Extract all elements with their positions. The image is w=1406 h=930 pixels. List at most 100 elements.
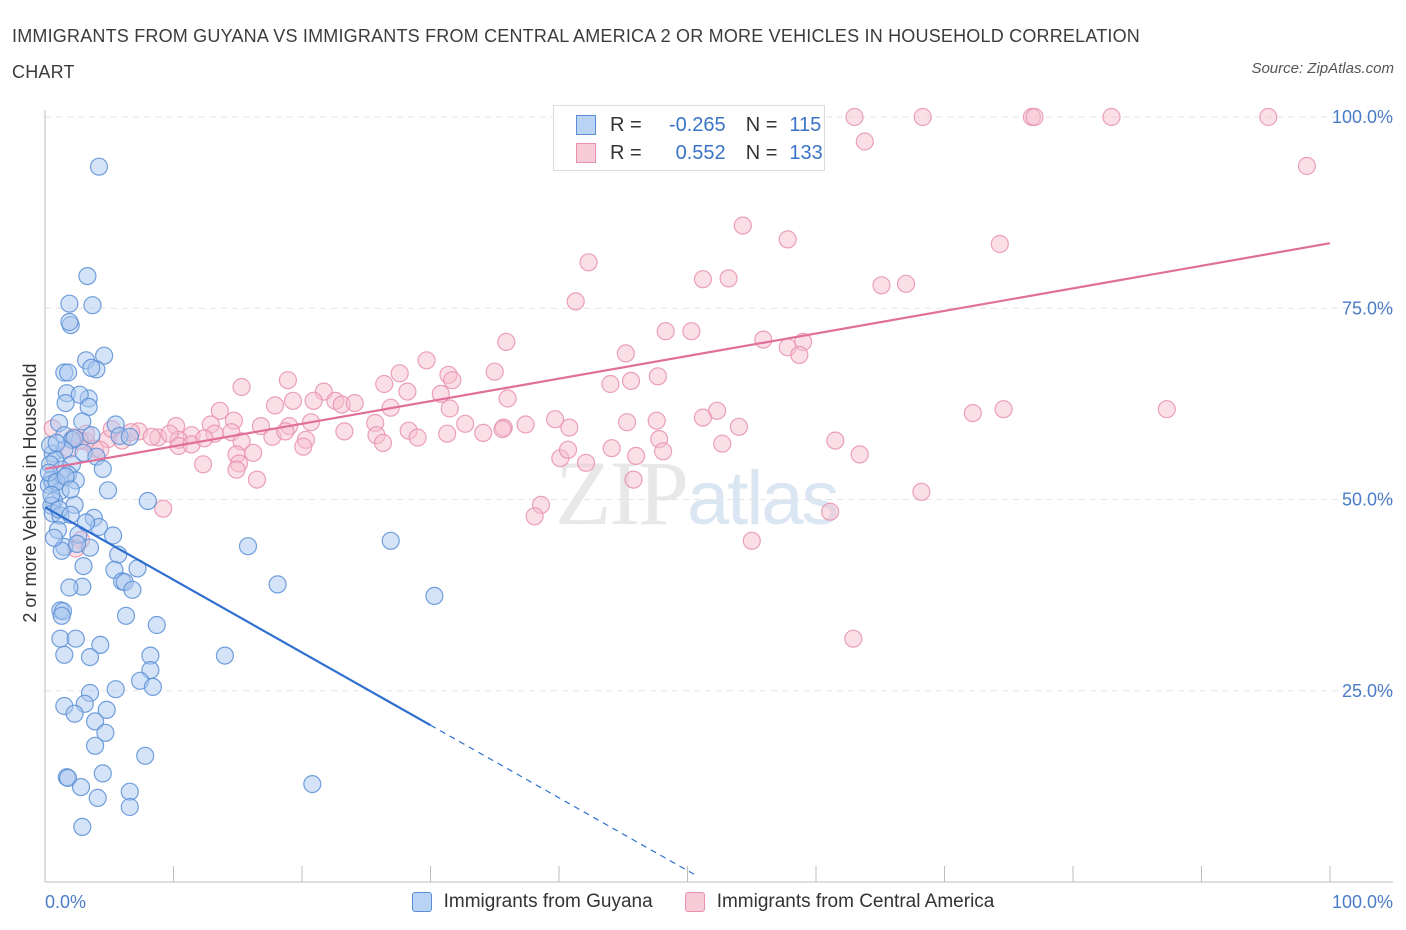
data-point-central-america — [1102, 107, 1121, 127]
legend-r-value: 0.552 — [675, 141, 726, 164]
data-point-guyana — [120, 782, 139, 801]
data-point-central-america — [438, 424, 457, 443]
data-point-guyana — [103, 526, 123, 545]
data-point-guyana — [147, 615, 166, 635]
data-point-central-america — [498, 389, 517, 408]
data-point-guyana — [91, 635, 110, 655]
data-point-central-america — [778, 230, 797, 249]
data-point-guyana — [85, 736, 105, 755]
series-guyana — [39, 157, 444, 837]
legend-swatch-central-america — [576, 143, 596, 163]
data-point-central-america — [1025, 107, 1044, 127]
watermark-atlas: atlas — [687, 456, 840, 541]
data-point-guyana — [120, 427, 139, 446]
data-point-central-america — [227, 460, 246, 479]
data-point-guyana — [83, 296, 102, 315]
data-point-guyana — [116, 606, 136, 625]
legend-n-value: 115 — [789, 113, 822, 136]
data-point-central-america — [733, 216, 752, 235]
data-point-central-america — [579, 253, 598, 272]
data-point-central-america — [850, 445, 869, 464]
legend-n-value: 133 — [789, 141, 823, 164]
data-point-guyana — [238, 537, 258, 556]
data-point-guyana — [268, 575, 287, 594]
data-point-central-america — [790, 345, 809, 364]
data-point-central-america — [872, 276, 891, 295]
data-point-central-america — [525, 507, 544, 526]
data-point-central-america — [1297, 156, 1317, 176]
data-point-central-america — [576, 453, 596, 472]
data-point-central-america — [244, 443, 263, 462]
grid-lines — [45, 116, 1393, 692]
data-point-guyana — [74, 556, 93, 576]
y-tick-label: 100.0% — [1332, 107, 1393, 127]
legend-label-central-america: Immigrants from Central America — [716, 891, 995, 912]
data-point-central-america — [656, 322, 675, 341]
data-point-central-america — [963, 404, 982, 423]
legend-n-label: N = — [745, 141, 778, 164]
legend-label-guyana: Immigrants from Guyana — [443, 891, 653, 912]
correlation-legend: R = -0.265 N = 115 R = 0.552 N = 133 — [553, 105, 825, 171]
data-point-central-america — [493, 420, 512, 439]
data-point-guyana — [76, 513, 96, 532]
legend-item-central-america[interactable]: Immigrants from Central America — [684, 891, 995, 913]
data-point-guyana — [67, 534, 87, 554]
legend-swatch-guyana — [576, 115, 596, 135]
data-point-central-america — [621, 371, 641, 390]
data-point-central-america — [373, 433, 393, 452]
data-point-guyana — [70, 385, 89, 404]
chart-title: IMMIGRANTS FROM GUYANA VS IMMIGRANTS FRO… — [12, 26, 1140, 82]
legend-swatch-central-america — [684, 892, 705, 912]
y-tick-label: 25.0% — [1342, 681, 1393, 701]
data-point-central-america — [232, 377, 251, 397]
data-point-guyana — [61, 480, 80, 499]
data-point-guyana — [60, 578, 79, 597]
data-point-central-america — [913, 107, 932, 127]
data-point-guyana — [71, 777, 91, 797]
data-point-central-america — [456, 414, 475, 433]
data-point-central-america — [653, 442, 673, 461]
data-point-central-america — [713, 434, 732, 453]
y-tick-label: 50.0% — [1342, 490, 1393, 510]
data-point-guyana — [82, 358, 101, 377]
data-point-central-america — [345, 394, 364, 413]
data-point-central-america — [283, 391, 303, 410]
data-point-guyana — [143, 677, 162, 697]
legend-r-label: R = — [610, 141, 642, 164]
data-point-central-america — [560, 418, 579, 437]
data-point-guyana — [73, 412, 92, 431]
data-point-guyana — [80, 647, 100, 667]
data-point-central-america — [294, 437, 313, 456]
data-point-central-america — [154, 499, 173, 518]
data-point-guyana — [98, 481, 118, 500]
data-point-guyana — [58, 363, 78, 382]
trend-line-guyana-extension — [430, 724, 695, 875]
data-point-guyana — [94, 346, 114, 365]
data-point-central-america — [545, 410, 565, 429]
data-point-guyana — [78, 267, 97, 286]
data-point-guyana — [136, 746, 155, 765]
data-point-central-america — [693, 270, 713, 289]
data-point-guyana — [85, 712, 105, 731]
data-point-guyana — [42, 485, 61, 504]
data-point-central-america — [194, 455, 213, 474]
data-point-central-america — [195, 429, 214, 448]
axes — [44, 110, 1393, 883]
data-point-central-america — [375, 374, 394, 394]
data-point-central-america — [335, 422, 354, 441]
legend-r-value: -0.265 — [668, 113, 726, 136]
legend-item-guyana[interactable]: Immigrants from Guyana — [411, 891, 653, 913]
data-point-guyana — [44, 528, 64, 547]
legend-row-guyana: R = -0.265 N = 115 — [576, 112, 821, 138]
series-legend: Immigrants from Guyana Immigrants from C… — [0, 889, 1406, 915]
data-point-guyana — [138, 491, 157, 511]
data-point-central-america — [398, 382, 417, 401]
legend-n-label: N = — [745, 113, 778, 136]
data-point-guyana — [56, 394, 75, 413]
data-point-guyana — [52, 606, 71, 625]
data-point-central-america — [896, 274, 916, 293]
data-point-guyana — [55, 645, 74, 664]
data-point-central-america — [820, 502, 840, 521]
data-point-central-america — [912, 482, 931, 501]
data-point-central-america — [994, 400, 1013, 419]
